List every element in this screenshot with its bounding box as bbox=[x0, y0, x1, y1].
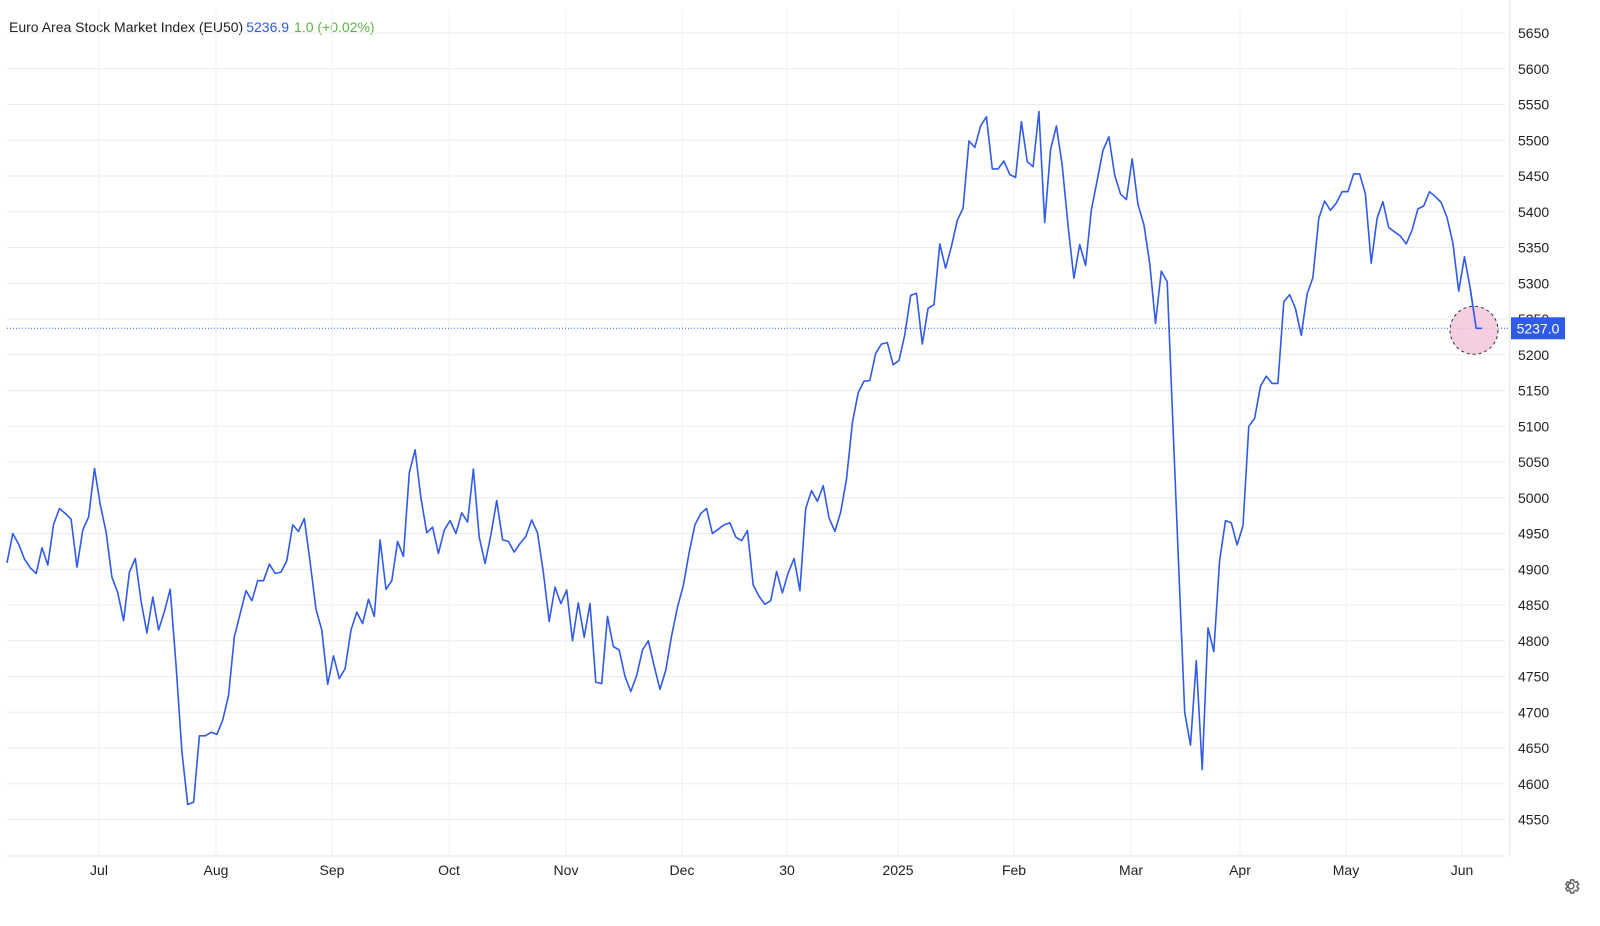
last-value-tag-label: 5237.0 bbox=[1517, 320, 1560, 336]
x-tick-label: 2025 bbox=[882, 862, 913, 878]
y-tick-label: 5500 bbox=[1518, 132, 1549, 148]
y-tick-label: 5150 bbox=[1518, 383, 1549, 399]
y-tick-label: 5450 bbox=[1518, 168, 1549, 184]
x-tick-label: Mar bbox=[1119, 862, 1143, 878]
price-change: 1.0 (+0.02%) bbox=[294, 19, 375, 35]
y-tick-label: 5050 bbox=[1518, 454, 1549, 470]
y-tick-label: 4700 bbox=[1518, 704, 1549, 720]
y-tick-label: 4800 bbox=[1518, 633, 1549, 649]
x-tick-label: Feb bbox=[1002, 862, 1026, 878]
x-tick-label: Oct bbox=[438, 862, 460, 878]
index-title: Euro Area Stock Market Index (EU50) bbox=[9, 19, 244, 35]
gear-icon[interactable] bbox=[1561, 876, 1581, 896]
y-tick-label: 4550 bbox=[1518, 812, 1549, 828]
x-tick-label: Nov bbox=[554, 862, 579, 878]
x-tick-label: 30 bbox=[779, 862, 795, 878]
y-tick-label: 5550 bbox=[1518, 97, 1549, 113]
y-tick-label: 4600 bbox=[1518, 776, 1549, 792]
grid bbox=[7, 10, 1505, 856]
last-value-tag bbox=[1511, 317, 1565, 340]
y-tick-label: 4750 bbox=[1518, 669, 1549, 685]
x-tick-label: Jul bbox=[90, 862, 108, 878]
last-value-markers: 5237.0 bbox=[7, 288, 1565, 355]
y-tick-label: 4650 bbox=[1518, 740, 1549, 756]
axes: 4550 4600 4650 4700 4750 4800 4850 4900 4950 5000… bbox=[7, 0, 1549, 878]
x-tick-label: Aug bbox=[204, 862, 229, 878]
x-tick-label: Dec bbox=[670, 862, 695, 878]
chart-legend: Euro Area Stock Market Index (EU50) 5236.… bbox=[9, 19, 375, 35]
y-tick-label: 5400 bbox=[1518, 204, 1549, 220]
last-price: 5236.9 bbox=[246, 19, 290, 35]
y-tick-label: 5000 bbox=[1518, 490, 1549, 506]
price-series-line bbox=[6, 110, 1482, 806]
y-tick-label: 4950 bbox=[1518, 526, 1549, 542]
y-tick-label: 5300 bbox=[1518, 275, 1549, 291]
series bbox=[6, 110, 1482, 806]
y-tick-label: 5600 bbox=[1518, 61, 1549, 77]
y-tick-label: 5100 bbox=[1518, 418, 1549, 434]
x-tick-label: Apr bbox=[1229, 862, 1251, 878]
x-tick-label: Sep bbox=[320, 862, 345, 878]
y-tick-label: 5200 bbox=[1518, 347, 1549, 363]
y-tick-label: 4850 bbox=[1518, 597, 1549, 613]
y-tick-label: 4900 bbox=[1518, 561, 1549, 577]
y-tick-label: 5650 bbox=[1518, 25, 1549, 41]
x-tick-label: May bbox=[1333, 862, 1359, 878]
y-tick-label: 5350 bbox=[1518, 240, 1549, 256]
x-tick-label: Jun bbox=[1451, 862, 1474, 878]
last-point-highlight bbox=[1449, 305, 1499, 355]
last-segment bbox=[1469, 288, 1482, 330]
